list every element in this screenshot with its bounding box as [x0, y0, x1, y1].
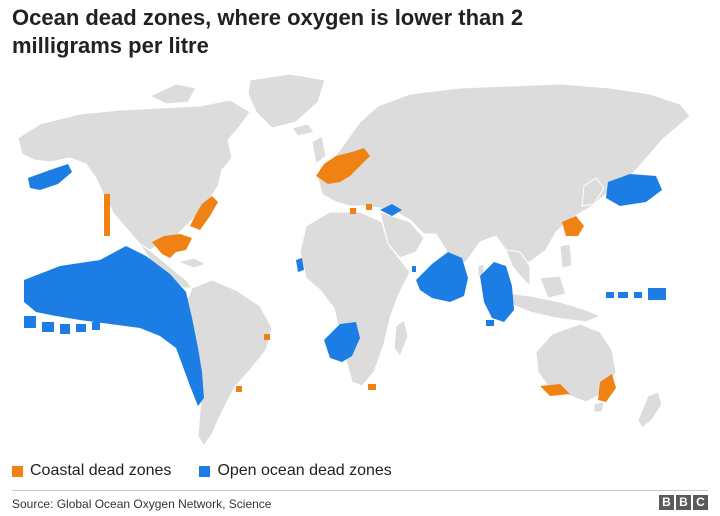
- land-masses: [17, 73, 691, 447]
- open-zone-north-pacific: [606, 174, 662, 206]
- bbc-logo-letter: B: [659, 495, 674, 510]
- coastal-zone-south-africa: [368, 384, 376, 390]
- legend-label-coastal: Coastal dead zones: [30, 462, 172, 479]
- landmass-borneo: [539, 275, 567, 299]
- open-zone-bay-of-bengal: [480, 262, 514, 322]
- legend-swatch-open-ocean: [199, 465, 211, 477]
- open-zone-central-pacific: [606, 288, 666, 300]
- landmass-africa: [299, 211, 411, 387]
- coastal-zone-us-east-coast: [190, 196, 218, 230]
- world-map: [0, 66, 720, 458]
- coastal-zone-baltic-north-sea: [316, 148, 370, 184]
- landmass-canadian-islands: [148, 83, 197, 105]
- landmass-europe-asia: [317, 83, 691, 267]
- landmass-new-zealand: [637, 391, 663, 429]
- landmass-cuba: [176, 257, 208, 269]
- legend-label-open-ocean: Open ocean dead zones: [217, 462, 392, 479]
- open-zone-gulf-of-alaska: [28, 164, 72, 190]
- legend-item-coastal: Coastal dead zones: [12, 462, 171, 480]
- bbc-logo-letter: C: [693, 495, 708, 510]
- coastal-zone-us-west-coast: [104, 194, 110, 236]
- landmass-madagascar: [393, 319, 409, 358]
- landmass-iceland: [291, 123, 315, 137]
- landmass-japan: [581, 177, 605, 207]
- coastal-zone-australia-south: [540, 384, 570, 396]
- open-zone-arabian-sea: [416, 252, 468, 302]
- open-zone-pacific-scatter: [24, 316, 100, 334]
- open-zone-canary-current: [296, 258, 304, 272]
- coastal-dead-zones: [104, 148, 616, 402]
- coastal-zone-east-china-sea: [562, 216, 584, 236]
- source-note: Source: Global Ocean Oxygen Network, Sci…: [12, 497, 272, 511]
- landmass-north-america: [17, 99, 251, 251]
- map-title: Ocean dead zones, where oxygen is lower …: [12, 5, 524, 58]
- landmass-britain: [311, 135, 327, 165]
- coastal-zone-south-america-east: [236, 334, 270, 392]
- landmass-southeast-asia: [505, 249, 531, 288]
- landmass-tasmania: [593, 401, 605, 413]
- footer-divider: [12, 490, 708, 491]
- bbc-logo-letter: B: [676, 495, 691, 510]
- open-ocean-dead-zones: [24, 164, 666, 406]
- map-legend: Coastal dead zones Open ocean dead zones: [12, 460, 420, 482]
- coastal-zone-gulf-of-mexico: [152, 234, 192, 258]
- bbc-logo: B B C: [657, 495, 708, 510]
- open-zone-eastern-tropical-pacific: [24, 246, 204, 406]
- landmass-philippines: [559, 243, 573, 269]
- coastal-zone-mediterranean: [350, 204, 372, 214]
- coastal-zone-australia-east: [598, 374, 616, 402]
- landmass-indonesia: [499, 291, 602, 323]
- legend-swatch-coastal: [12, 465, 23, 477]
- legend-item-open-ocean: Open ocean dead zones: [199, 462, 392, 480]
- open-zone-black-sea: [380, 204, 402, 216]
- landmass-greenland: [247, 73, 326, 129]
- open-zone-benguela: [324, 322, 360, 362]
